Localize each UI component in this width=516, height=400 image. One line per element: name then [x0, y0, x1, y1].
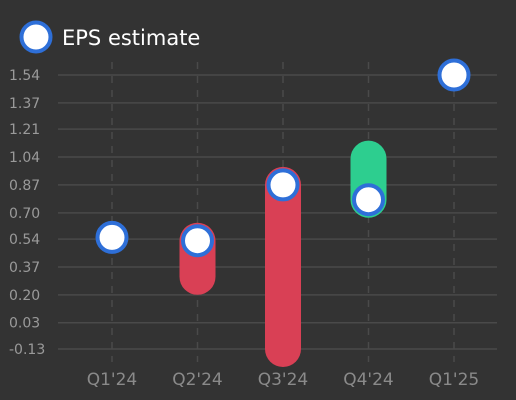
y-tick-label: 0.87 [9, 178, 40, 194]
y-tick-label: -0.13 [9, 342, 45, 358]
x-tick-label: Q1'24 [87, 370, 138, 390]
x-tick-label: Q3'24 [258, 370, 309, 390]
estimate-marker [437, 58, 471, 92]
y-tick-label: 1.04 [9, 150, 40, 166]
y-tick-label: 0.20 [9, 288, 40, 304]
y-tick-label: 0.54 [9, 232, 40, 248]
y-tick-label: 1.21 [9, 122, 40, 138]
estimate-marker [181, 224, 214, 258]
legend-estimate-label: EPS estimate [62, 26, 200, 50]
x-tick-label: Q1'25 [429, 370, 480, 390]
y-tick-label: 1.37 [9, 96, 40, 112]
estimate-marker [352, 183, 385, 217]
x-tick-label: Q4'24 [343, 370, 394, 390]
legend-estimate-marker [19, 20, 53, 54]
x-axis-tick-labels: Q1'24 Q2'24 Q3'24 Q4'24 Q1'25 [87, 370, 480, 390]
x-tick-label: Q2'24 [172, 370, 223, 390]
estimate-marker [95, 220, 129, 254]
y-tick-label: 0.70 [9, 206, 40, 222]
estimate-marker [266, 168, 300, 202]
y-axis-tick-labels: 1.54 1.37 1.21 1.04 0.87 0.70 0.54 0.37 0.20 0.03… [9, 68, 45, 358]
legend[interactable]: EPS estimate [19, 20, 201, 54]
y-tick-label: 0.37 [9, 260, 40, 276]
estimate-markers [95, 58, 471, 258]
surprise-bar [265, 166, 301, 367]
y-tick-label: 0.03 [9, 316, 40, 332]
y-tick-label: 1.54 [9, 68, 40, 84]
